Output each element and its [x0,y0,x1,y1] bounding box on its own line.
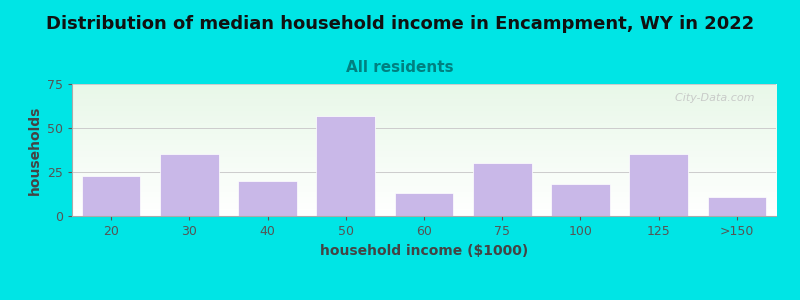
X-axis label: household income ($1000): household income ($1000) [320,244,528,258]
Bar [160,154,218,216]
Bar [238,181,297,216]
Bar [394,193,454,216]
Bar [82,176,141,216]
Bar [630,154,688,216]
Bar [473,163,531,216]
Bar [707,196,766,216]
Text: All residents: All residents [346,60,454,75]
Y-axis label: households: households [27,105,42,195]
Text: City-Data.com: City-Data.com [668,93,755,103]
Text: Distribution of median household income in Encampment, WY in 2022: Distribution of median household income … [46,15,754,33]
Bar [551,184,610,216]
Bar [317,116,375,216]
